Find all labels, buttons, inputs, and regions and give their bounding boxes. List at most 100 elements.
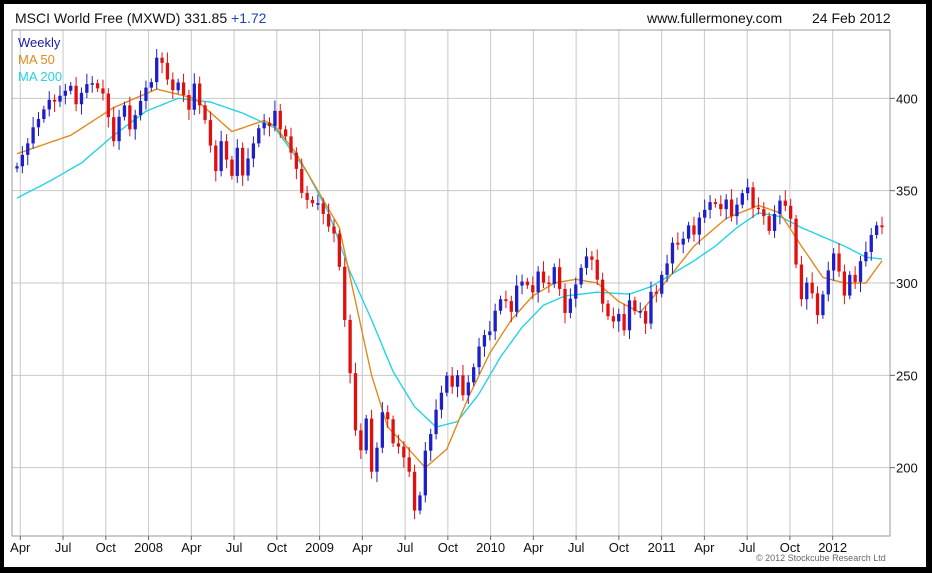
chart-frame: 200 250 300 350 400 Apr Jul Oct 2008 Apr Jul Oct 20… <box>4 4 926 567</box>
candle <box>665 254 669 282</box>
candle-body <box>762 209 766 217</box>
candle-body <box>181 82 186 96</box>
candle <box>455 369 460 398</box>
candle <box>783 190 787 212</box>
x-tick-label: 2009 <box>305 540 334 555</box>
candle <box>85 73 89 99</box>
chart-title: MSCI World Free (MXWD) 331.85 +1.72 <box>15 10 266 26</box>
candle-body <box>815 293 820 316</box>
candle <box>756 197 761 215</box>
candle-body <box>326 213 331 227</box>
candle <box>805 277 809 310</box>
candle <box>622 303 626 336</box>
candle <box>133 109 137 140</box>
candle <box>472 363 476 387</box>
legend-ma200: MA 200 <box>18 69 63 84</box>
candle-body <box>343 266 347 320</box>
candle <box>735 197 739 225</box>
candle-body <box>552 267 556 285</box>
candle <box>670 237 675 274</box>
candle-body <box>165 62 170 80</box>
candle <box>31 116 35 149</box>
candle-body <box>47 99 51 110</box>
x-tick-label: Oct <box>438 540 459 555</box>
candle <box>316 194 320 211</box>
candle-body <box>138 100 143 116</box>
candle <box>101 79 105 101</box>
candle-body <box>429 434 433 451</box>
candle <box>515 275 519 318</box>
candle <box>853 266 857 289</box>
candle-body <box>240 147 245 176</box>
candle <box>343 258 347 327</box>
candle-body <box>778 200 782 214</box>
candle <box>310 196 315 207</box>
candle <box>294 147 299 180</box>
candle-body <box>386 412 390 420</box>
candle-body <box>719 203 723 210</box>
candle-body <box>643 311 648 324</box>
candle <box>128 96 132 137</box>
candle-body <box>724 199 728 210</box>
candle-body <box>493 310 497 332</box>
y-tick-label: 250 <box>896 368 918 383</box>
candle <box>874 221 879 239</box>
candle-body <box>219 141 223 172</box>
candle <box>606 299 610 320</box>
candle <box>600 272 605 313</box>
candle-body <box>477 346 481 368</box>
candle-body <box>257 128 261 144</box>
candle-body <box>321 203 325 214</box>
candle <box>692 216 696 242</box>
candle-body <box>606 303 610 317</box>
candle-body <box>595 259 599 280</box>
candle-body <box>364 418 368 451</box>
candle <box>633 296 637 315</box>
candle-body <box>337 233 342 267</box>
candle-body <box>735 204 739 217</box>
candle <box>165 52 170 85</box>
candle <box>283 125 288 141</box>
candle-body <box>353 373 358 431</box>
candle-body <box>531 285 535 293</box>
x-tick-label: Oct <box>96 540 117 555</box>
candle-body <box>122 105 127 117</box>
candle-body <box>751 187 755 208</box>
candle-body <box>262 122 266 129</box>
candle <box>273 100 277 132</box>
y-axis-ticks: 200 250 300 350 400 <box>890 91 918 476</box>
candle-body <box>445 375 449 393</box>
x-tick-label: 2011 <box>648 540 676 555</box>
candle <box>681 231 685 254</box>
candle <box>858 255 863 293</box>
candle <box>63 83 68 105</box>
candle-body <box>703 209 707 218</box>
candle-body <box>633 300 637 312</box>
candle-body <box>26 143 30 155</box>
candle-body <box>246 158 250 176</box>
copyright-notice: © 2012 Stockcube Research Ltd <box>756 553 886 563</box>
y-tick-label: 300 <box>896 276 918 291</box>
candle <box>794 215 798 269</box>
candle-body <box>482 335 487 347</box>
candle <box>488 321 492 341</box>
candle <box>762 202 766 225</box>
candle <box>230 155 234 180</box>
candle <box>563 283 567 324</box>
candle-body <box>665 263 669 275</box>
candle-body <box>767 216 771 231</box>
x-tick-label: Apr <box>181 540 202 555</box>
candle <box>439 385 444 419</box>
candle-body <box>267 122 272 127</box>
candle <box>257 124 261 148</box>
candle-body <box>848 274 852 296</box>
candle-body <box>208 120 213 146</box>
candle-body <box>466 382 470 396</box>
candle-body <box>20 154 25 167</box>
candle-body <box>697 217 701 235</box>
candle <box>240 142 245 186</box>
candle <box>767 212 771 235</box>
candle-body <box>563 288 567 313</box>
candle <box>536 266 540 303</box>
candle <box>402 441 406 468</box>
